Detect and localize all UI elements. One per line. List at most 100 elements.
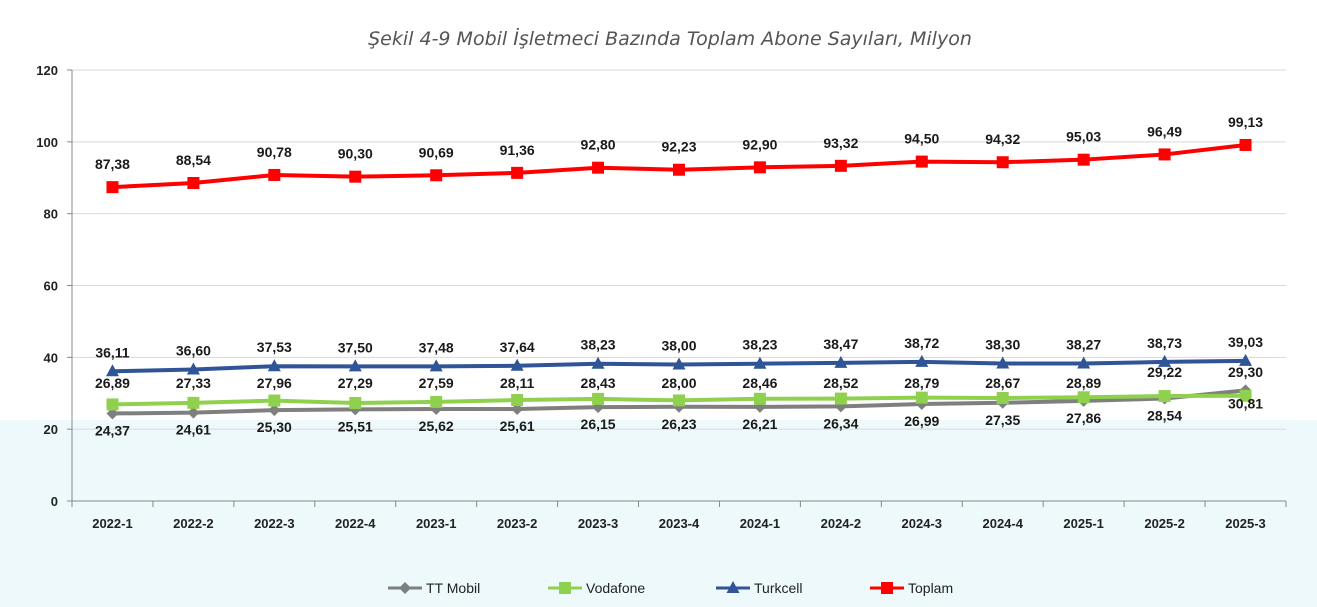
data-label-toplam: 91,36 <box>500 142 535 158</box>
data-point-vodafone <box>268 394 281 407</box>
data-label-toplam: 92,80 <box>581 137 616 153</box>
data-point-vodafone <box>592 392 605 405</box>
data-label-toplam: 92,90 <box>742 136 777 152</box>
data-point-turkcell <box>348 359 362 372</box>
data-point-vodafone <box>106 398 119 411</box>
data-label-vodafone: 28,67 <box>985 375 1020 391</box>
data-point-turkcell <box>996 356 1010 369</box>
x-tick-label: 2024-1 <box>740 516 780 531</box>
x-tick-label: 2024-2 <box>821 516 861 531</box>
data-point-toplam <box>834 159 847 172</box>
x-tick-label: 2023-1 <box>416 516 456 531</box>
data-label-turkcell: 38,47 <box>823 336 858 352</box>
data-label-turkcell: 38,72 <box>904 335 939 351</box>
data-point-toplam <box>511 166 524 179</box>
data-point-vodafone <box>673 394 685 407</box>
data-point-turkcell <box>1077 356 1091 369</box>
data-label-turkcell: 38,23 <box>581 337 616 353</box>
data-point-toplam <box>1158 148 1171 161</box>
legend-label-turkcell: Turkcell <box>754 580 803 596</box>
legend-label-tt-mobil: TT Mobil <box>426 580 480 596</box>
data-point-turkcell <box>429 359 443 372</box>
data-label-vodafone: 28,89 <box>1066 375 1101 391</box>
data-label-tt-mobil: 25,61 <box>500 418 535 434</box>
data-label-toplam: 90,78 <box>257 144 292 160</box>
x-tick-label: 2025-1 <box>1063 516 1103 531</box>
data-label-tt-mobil: 28,54 <box>1147 407 1182 423</box>
data-point-vodafone <box>1077 391 1090 404</box>
data-label-vodafone: 27,29 <box>338 375 373 391</box>
data-label-tt-mobil: 26,15 <box>581 416 616 432</box>
data-point-toplam <box>1077 153 1090 166</box>
data-point-turkcell <box>510 358 524 371</box>
x-tick-label: 2025-3 <box>1225 516 1265 531</box>
x-tick-label: 2024-3 <box>902 516 942 531</box>
data-point-vodafone <box>511 394 524 407</box>
data-label-tt-mobil: 30,81 <box>1228 395 1263 411</box>
data-label-turkcell: 36,60 <box>176 343 211 359</box>
data-label-tt-mobil: 26,21 <box>742 416 777 432</box>
x-tick-label: 2023-2 <box>497 516 537 531</box>
data-label-toplam: 88,54 <box>176 152 211 168</box>
data-label-turkcell: 36,11 <box>95 344 129 360</box>
data-point-turkcell <box>834 355 848 368</box>
data-point-vodafone <box>915 391 928 404</box>
data-point-vodafone <box>1158 390 1171 403</box>
data-point-tt-mobil <box>187 406 200 419</box>
data-label-tt-mobil: 25,51 <box>338 418 373 434</box>
data-label-turkcell: 39,03 <box>1228 334 1263 350</box>
data-point-turkcell <box>1158 354 1172 367</box>
x-tick-label: 2023-4 <box>659 516 700 531</box>
data-point-turkcell <box>267 359 281 372</box>
data-label-turkcell: 37,53 <box>257 339 292 355</box>
legend-label-toplam: Toplam <box>908 580 953 596</box>
data-point-vodafone <box>1239 389 1252 402</box>
data-point-turkcell <box>1239 353 1253 366</box>
data-label-toplam: 94,50 <box>904 131 939 147</box>
data-label-toplam: 99,13 <box>1228 114 1263 130</box>
data-point-toplam <box>430 169 443 182</box>
y-tick-label: 100 <box>36 135 58 150</box>
data-point-tt-mobil <box>268 404 281 417</box>
data-label-vodafone: 28,79 <box>904 375 939 391</box>
legend-marker-vodafone <box>559 582 571 594</box>
y-tick-label: 80 <box>44 207 58 222</box>
y-tick-label: 60 <box>44 279 58 294</box>
data-point-toplam <box>1239 138 1252 151</box>
data-label-tt-mobil: 24,37 <box>95 422 130 438</box>
data-label-toplam: 96,49 <box>1147 123 1182 139</box>
data-label-vodafone: 27,96 <box>257 375 292 391</box>
data-point-toplam <box>592 161 605 174</box>
data-point-toplam <box>187 176 200 189</box>
legend-label-vodafone: Vodafone <box>586 580 645 596</box>
data-label-toplam: 90,69 <box>419 144 454 160</box>
data-label-tt-mobil: 26,34 <box>823 415 858 431</box>
data-label-turkcell: 38,00 <box>661 338 696 354</box>
data-label-vodafone: 29,22 <box>1147 364 1182 380</box>
data-point-vodafone <box>753 392 766 405</box>
data-label-turkcell: 38,30 <box>985 336 1020 352</box>
data-label-turkcell: 38,73 <box>1147 335 1182 351</box>
data-label-toplam: 87,38 <box>95 156 130 172</box>
data-label-toplam: 93,32 <box>823 135 858 151</box>
data-label-turkcell: 37,48 <box>419 339 454 355</box>
data-point-toplam <box>349 170 362 183</box>
data-label-turkcell: 38,27 <box>1066 337 1101 353</box>
y-tick-label: 0 <box>51 494 58 509</box>
data-label-turkcell: 38,23 <box>742 337 777 353</box>
data-point-turkcell <box>672 357 686 370</box>
data-label-tt-mobil: 24,61 <box>176 422 211 438</box>
data-point-toplam <box>915 155 928 168</box>
legend: TT Mobil Vodafone Turkcell Toplam <box>388 580 953 596</box>
data-label-turkcell: 37,50 <box>338 339 373 355</box>
data-label-vodafone: 28,52 <box>823 375 858 391</box>
x-tick-label: 2022-4 <box>335 516 376 531</box>
data-label-tt-mobil: 27,35 <box>985 412 1020 428</box>
data-point-turkcell <box>591 356 605 369</box>
data-label-vodafone: 28,43 <box>581 375 616 391</box>
data-label-vodafone: 28,00 <box>661 375 696 391</box>
tinted-background <box>0 420 1317 607</box>
data-label-turkcell: 37,64 <box>500 339 535 355</box>
y-tick-label: 40 <box>44 350 58 365</box>
